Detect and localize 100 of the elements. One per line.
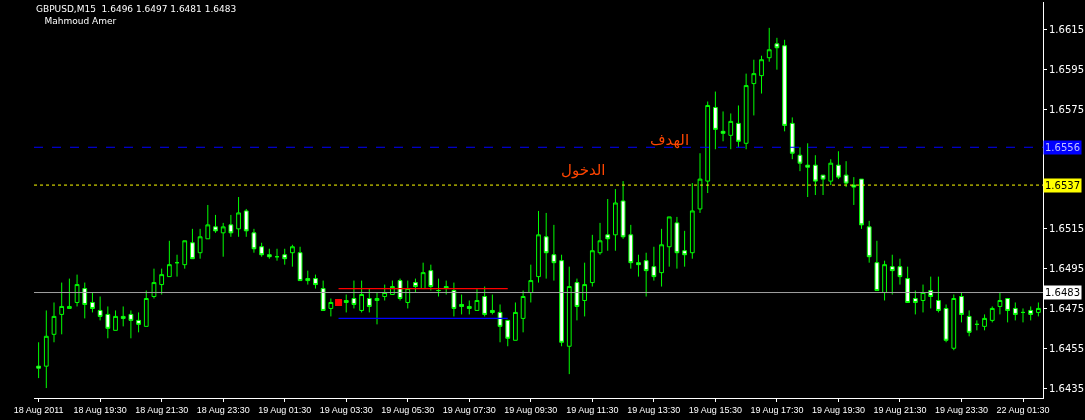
- candlestick: [559, 254, 564, 347]
- candlestick: [589, 234, 595, 288]
- candlestick: [620, 180, 626, 240]
- candlestick: [789, 116, 795, 160]
- candlestick: [228, 214, 234, 238]
- candlestick: [328, 298, 334, 317]
- x-tick-label: 19 Aug 07:30: [442, 404, 496, 415]
- candlestick: [297, 246, 303, 282]
- candlestick: [251, 228, 257, 254]
- candlestick: [313, 274, 318, 290]
- candlestick: [413, 278, 418, 294]
- candlestick: [143, 290, 149, 327]
- candlestick: [689, 182, 695, 260]
- x-tick-label: 18 Aug 23:30: [196, 404, 250, 415]
- candlestick: [582, 262, 588, 317]
- x-tick-label: 19 Aug 13:30: [627, 404, 681, 415]
- candlestick: [59, 282, 65, 335]
- y-tick-label: 1.6515: [1049, 223, 1084, 235]
- candlestick: [1005, 298, 1011, 323]
- candlestick: [420, 262, 426, 290]
- candlestick: [259, 242, 265, 258]
- candlestick: [43, 309, 49, 389]
- chart-title: GBPUSD,M15 1.6496 1.6497 1.6481 1.6483: [36, 4, 237, 14]
- candlestick: [959, 292, 964, 323]
- candlestick: [359, 280, 364, 313]
- candlestick: [966, 309, 972, 337]
- candlestick: [459, 294, 464, 315]
- candlestick: [759, 55, 764, 95]
- candlestick: [974, 319, 980, 331]
- candlestick: [543, 212, 549, 280]
- candlestick: [659, 228, 664, 288]
- y-tick-label: 1.6595: [1049, 64, 1084, 76]
- candlestick: [920, 284, 926, 313]
- ref-line-label: 1.6537: [1045, 180, 1080, 191]
- candlestick: [74, 274, 80, 307]
- candlestick: [136, 311, 141, 333]
- candlestick: [643, 252, 649, 298]
- candlestick: [936, 276, 941, 313]
- candlestick: [897, 258, 903, 286]
- candlestick: [351, 280, 357, 309]
- candlestick: [843, 160, 849, 188]
- annotation: الهدف: [650, 131, 690, 149]
- candlestick: [997, 292, 1003, 315]
- candlestick: [366, 288, 372, 313]
- candlestick: [305, 270, 311, 286]
- candlestick: [466, 299, 472, 315]
- candlestick: [113, 309, 118, 331]
- candlestick: [266, 248, 272, 260]
- candlestick: [236, 196, 241, 238]
- candlestick: [636, 254, 641, 278]
- candlestick: [128, 309, 134, 339]
- candlestick: [82, 282, 88, 319]
- candlestick: [536, 210, 541, 284]
- annotation: الدخول: [561, 161, 606, 179]
- candlestick: [836, 150, 841, 180]
- candlestick: [736, 104, 741, 148]
- candlestick: [97, 296, 103, 321]
- candlestick: [374, 292, 380, 325]
- candlestick: [682, 230, 687, 268]
- x-tick-label: 19 Aug 09:30: [504, 404, 558, 415]
- ref-line-label: 1.6556: [1045, 142, 1080, 153]
- candlestick: [828, 158, 834, 186]
- candlestick: [497, 303, 503, 343]
- candlestick: [282, 248, 288, 266]
- candlestick: [482, 286, 488, 317]
- candlestick: [951, 294, 957, 351]
- x-tick-label: 19 Aug 03:30: [319, 404, 373, 415]
- candlestick: [197, 228, 203, 260]
- x-tick-label: 19 Aug 01:30: [258, 404, 312, 415]
- candlestick: [674, 216, 680, 270]
- candlestick: [474, 288, 480, 311]
- x-tick-label: 19 Aug 11:30: [566, 404, 619, 415]
- candlestick: [220, 222, 226, 258]
- candlestick: [489, 294, 495, 315]
- x-tick-label: 19 Aug 17:30: [750, 404, 804, 415]
- x-tick-label: 19 Aug 21:30: [873, 404, 927, 415]
- candlestick: [320, 280, 326, 311]
- candlestick: [666, 216, 672, 268]
- y-tick-label: 1.6495: [1049, 263, 1084, 275]
- candlestick: [36, 341, 41, 379]
- candlestick: [751, 59, 757, 116]
- candlestick: [797, 146, 803, 172]
- candlestick: [628, 224, 634, 270]
- candlestick: [1012, 301, 1018, 321]
- candlestick: [882, 260, 887, 301]
- candlestick: [928, 276, 934, 309]
- candlestick: [90, 292, 95, 313]
- x-tick-label: 22 Aug 01:30: [996, 404, 1050, 415]
- candlestick: [1036, 301, 1041, 317]
- candlestick: [528, 264, 534, 303]
- x-tick-label: 19 Aug 19:30: [811, 404, 865, 415]
- candlestick: [713, 91, 718, 150]
- candlestick: [728, 112, 734, 150]
- y-tick-label: 1.6575: [1049, 103, 1084, 115]
- candlestick: [597, 222, 603, 256]
- x-tick-label: 19 Aug 05:30: [381, 404, 435, 415]
- candlestick: [205, 204, 211, 240]
- candlestick: [774, 37, 780, 71]
- candlestick: [743, 73, 749, 150]
- candlestick: [66, 278, 72, 309]
